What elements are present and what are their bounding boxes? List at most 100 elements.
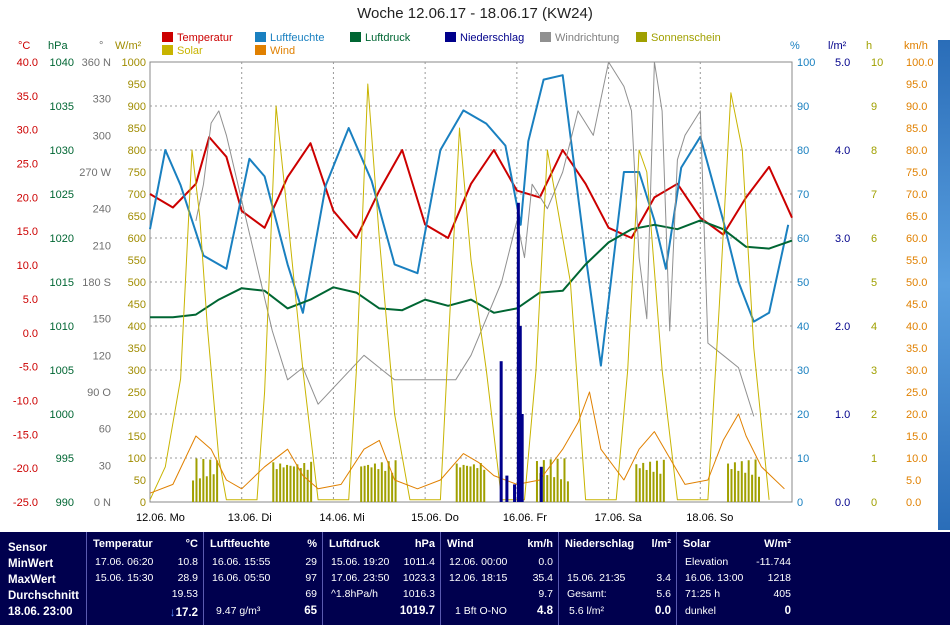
solar-max-value: 1218 xyxy=(767,572,791,584)
tick-day: 15.06. Do xyxy=(411,512,459,524)
tick-temp: -5.0 xyxy=(19,362,38,374)
unit-sun: h xyxy=(866,40,873,52)
tick-dir: 90 O xyxy=(87,387,111,399)
sunshine-bar xyxy=(310,461,313,502)
tick-wind: 35.0 xyxy=(906,343,927,355)
tick-hum: 40 xyxy=(797,321,809,333)
chart-title: Woche 12.06.17 - 18.06.17 (KW24) xyxy=(357,5,593,22)
legend-wind: Wind xyxy=(255,45,295,57)
tick-hum: 100 xyxy=(797,57,815,69)
legend-temperatur: Temperatur xyxy=(162,32,233,44)
rain-max-value: 3.4 xyxy=(656,572,671,584)
solar-head: Solar xyxy=(683,538,711,550)
col-labels: Sensor MinWert MaxWert Durchschnitt 18.0… xyxy=(0,532,86,625)
sunshine-bar xyxy=(645,469,648,502)
tick-hum: 0 xyxy=(797,497,803,509)
hum-max-value: 97 xyxy=(305,572,317,584)
sunshine-bar xyxy=(652,471,655,502)
sunshine-bar xyxy=(370,467,373,502)
tick-hum: 20 xyxy=(797,409,809,421)
sunshine-bar xyxy=(272,462,275,502)
sunshine-bar xyxy=(360,466,363,502)
wind-max-time: 12.06. 18:15 xyxy=(449,572,508,584)
tick-wind: 60.0 xyxy=(906,233,927,245)
solar-state: dunkel xyxy=(685,605,716,617)
col-solar: Solar W/m² Elevation -11.744 16.06. 13:00… xyxy=(676,532,797,625)
tick-dir: 120 xyxy=(93,350,111,362)
sunshine-bar xyxy=(542,460,545,502)
sunshine-bar xyxy=(472,464,475,502)
rain-bar xyxy=(520,414,524,502)
tick-sun: 6 xyxy=(871,233,877,245)
wind-min-value: 0.0 xyxy=(538,556,553,568)
tick-hum: 90 xyxy=(797,101,809,113)
tick-temp: 0.0 xyxy=(23,328,38,340)
tick-solar: 800 xyxy=(128,145,146,157)
solar-now-value: 0 xyxy=(784,605,791,617)
tick-rain: 2.0 xyxy=(835,321,850,333)
tick-wind: 5.0 xyxy=(906,475,921,487)
hum-min-value: 29 xyxy=(305,556,317,568)
series-windrichtung xyxy=(195,61,755,417)
legend-windrichtung: Windrichtung xyxy=(540,32,619,44)
sunshine-bar xyxy=(303,463,306,502)
sunshine-bar xyxy=(198,478,201,502)
unit-temp: °C xyxy=(18,40,31,52)
tick-press: 1000 xyxy=(50,409,74,421)
tick-temp: -15.0 xyxy=(13,429,38,441)
sunshine-bar xyxy=(733,462,736,502)
sunshine-bar xyxy=(363,465,366,502)
tick-sun: 7 xyxy=(871,189,877,201)
solar-elev-label: Elevation xyxy=(685,556,729,568)
label-max: MaxWert xyxy=(8,574,56,586)
col-temperatur: Temperatur °C 17.06. 06:20 10.8 15.06. 15… xyxy=(86,532,204,625)
sunshine-bar xyxy=(659,473,662,502)
tick-hum: 80 xyxy=(797,145,809,157)
sunshine-bar xyxy=(744,472,747,502)
unit-hum: % xyxy=(790,40,800,52)
tick-solar: 50 xyxy=(134,475,146,487)
chart-area: Woche 12.06.17 - 18.06.17 (KW24) Tempera… xyxy=(12,5,950,530)
tick-temp: 5.0 xyxy=(23,294,38,306)
tick-solar: 600 xyxy=(128,233,146,245)
tick-solar: 0 xyxy=(140,497,146,509)
press-avg-value: 1016.3 xyxy=(402,588,435,600)
sunshine-bar xyxy=(282,467,285,502)
hum-unit: % xyxy=(307,538,317,550)
summary-table: Sensor MinWert MaxWert Durchschnitt 18.0… xyxy=(0,532,950,625)
tick-wind: 90.0 xyxy=(906,101,927,113)
temp-avg-value: 19.53 xyxy=(171,588,198,600)
sunshine-bar xyxy=(730,469,733,502)
tick-hum: 30 xyxy=(797,365,809,377)
tick-wind: 10.0 xyxy=(906,453,927,465)
sunshine-bar xyxy=(462,464,465,502)
tick-hum: 60 xyxy=(797,233,809,245)
series-temperatur xyxy=(149,136,793,239)
tick-solar: 100 xyxy=(128,453,146,465)
tick-dir: 150 xyxy=(93,314,111,326)
tick-press: 990 xyxy=(56,497,74,509)
sunshine-bar xyxy=(553,477,556,502)
unit-rain: l/m² xyxy=(828,40,847,52)
rain-total-value: 5.6 xyxy=(656,588,671,600)
label-avg: Durchschnitt xyxy=(8,590,79,602)
rain-bar xyxy=(539,466,543,502)
tick-wind: 85.0 xyxy=(906,123,927,135)
sunshine-bar xyxy=(394,460,397,502)
rain-now-value: 0.0 xyxy=(655,605,671,617)
tick-wind: 70.0 xyxy=(906,189,927,201)
tick-dir: 30 xyxy=(99,460,111,472)
wind-min-time: 12.06. 00:00 xyxy=(449,556,508,568)
tick-press: 1035 xyxy=(50,101,74,113)
tick-solar: 400 xyxy=(128,321,146,333)
window-edge xyxy=(938,40,950,530)
tick-day: 17.06. Sa xyxy=(595,512,643,524)
tick-solar: 500 xyxy=(128,277,146,289)
tick-dir: 330 xyxy=(93,94,111,106)
tick-sun: 2 xyxy=(871,409,877,421)
sunshine-bar xyxy=(306,469,309,502)
temp-unit: °C xyxy=(185,538,198,550)
rain-head: Niederschlag xyxy=(565,538,635,550)
sunshine-bar xyxy=(209,459,212,502)
sunshine-bar xyxy=(459,467,462,502)
